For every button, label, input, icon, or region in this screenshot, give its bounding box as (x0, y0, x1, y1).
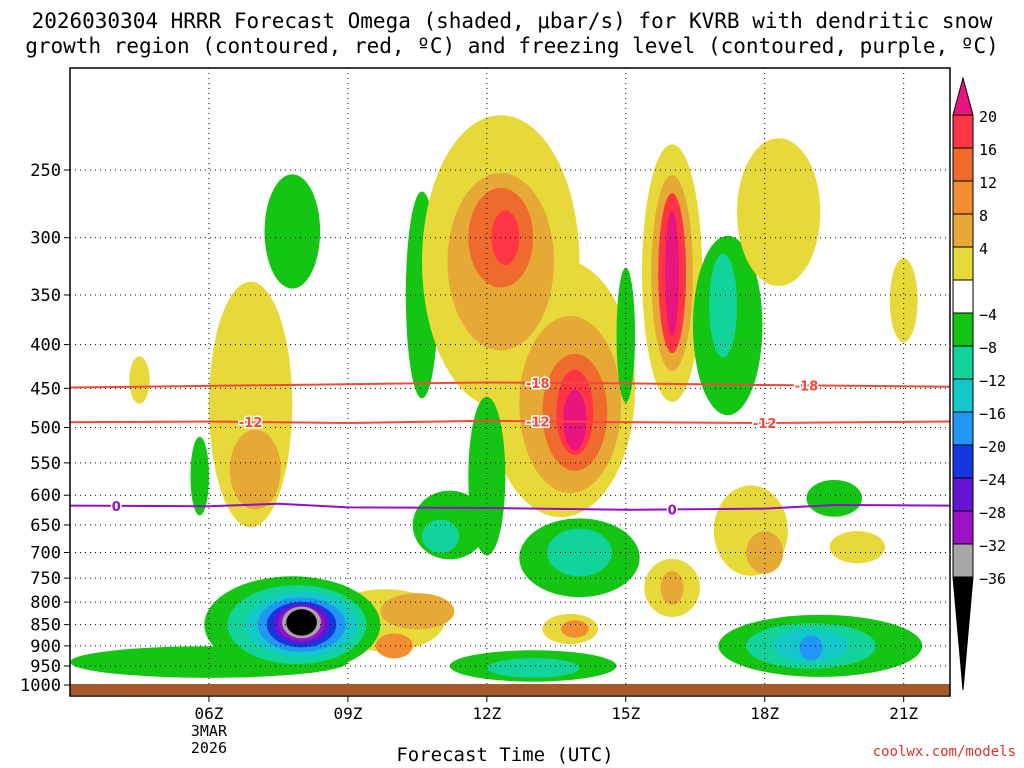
chart-title-line-1: 2026030304 HRRR Forecast Omega (shaded, … (31, 9, 993, 33)
colorbar-label: 20 (979, 108, 997, 126)
y-tick-label: 750 (30, 569, 61, 589)
x-tick-label: 18Z (750, 704, 779, 723)
omega-shade-region (190, 436, 209, 516)
chart-title-line-2: growth region (contoured, red, ºC) and f… (25, 34, 999, 58)
contour-label: 0 (112, 500, 121, 515)
y-tick-label: 250 (30, 161, 61, 181)
y-tick-label: 850 (30, 616, 61, 636)
omega-shade-region (229, 429, 281, 510)
contour-line (70, 419, 950, 425)
colorbar-label: −24 (979, 471, 1006, 489)
omega-shade-region (380, 593, 455, 630)
contour-label: -18 (526, 377, 550, 392)
omega-shade-region (616, 267, 636, 403)
colorbar-segment (952, 477, 974, 512)
colorbar-label: −20 (979, 438, 1006, 456)
contour-label: -12 (239, 416, 263, 431)
colorbar-label: −8 (979, 339, 997, 357)
y-tick-label: 450 (30, 379, 61, 399)
colorbar-segment (952, 213, 974, 248)
colorbar-label: 8 (979, 207, 988, 225)
y-tick-label: 500 (30, 418, 61, 438)
colorbar-segment (952, 576, 974, 691)
y-tick-label: 650 (30, 516, 61, 536)
contour-label: 0 (668, 503, 677, 518)
plot-frame (69, 67, 951, 697)
colorbar-label: −12 (979, 372, 1006, 390)
x-tick-label: 09Z (333, 704, 362, 723)
y-tick-label: 550 (30, 454, 61, 474)
omega-shade-region (560, 620, 589, 638)
colorbar-label: 12 (979, 174, 997, 192)
y-tick-label: 400 (30, 336, 61, 356)
site-credit: coolwx.com/models (872, 744, 1016, 760)
omega-shade-region (422, 519, 460, 553)
colorbar-segment (952, 510, 974, 545)
y-tick-label: 300 (30, 229, 61, 249)
ground-surface (70, 684, 950, 695)
colorbar-label: −32 (979, 537, 1006, 555)
colorbar-segment (952, 279, 974, 314)
omega-shade-region (129, 356, 150, 404)
omega-shade-region (665, 210, 680, 336)
omega-shade-region (709, 253, 737, 358)
colorbar-label: −36 (979, 570, 1006, 588)
contour-label: -12 (526, 415, 550, 430)
omega-shade-region (806, 479, 862, 517)
contour-label: -12 (753, 417, 777, 432)
x-tick-label: 06Z (194, 704, 223, 723)
colorbar-segment (952, 444, 974, 479)
colorbar-segment (952, 114, 974, 149)
omega-shade-region (799, 635, 823, 661)
omega-shade-region (746, 531, 784, 574)
colorbar-segment (952, 543, 974, 578)
omega-shade-region (563, 389, 587, 451)
colorbar-segment (952, 411, 974, 446)
colorbar-segment (952, 246, 974, 281)
x-axis-label: Forecast Time (UTC) (396, 744, 614, 766)
colorbar-segment (952, 345, 974, 380)
y-tick-label: 350 (30, 286, 61, 306)
y-tick-label: 1000 (20, 676, 61, 696)
y-tick-label: 600 (30, 486, 61, 506)
contour-line (70, 502, 950, 511)
x-tick-label: 21Z (889, 704, 918, 723)
y-tick-label: 900 (30, 637, 61, 657)
y-tick-label: 800 (30, 593, 61, 613)
colorbar-label: 4 (979, 240, 988, 258)
omega-shade-region (889, 258, 918, 343)
colorbar-label: −28 (979, 504, 1006, 522)
colorbar-label: −4 (979, 306, 997, 324)
y-tick-label: 950 (30, 657, 61, 677)
colorbar-label: −16 (979, 405, 1006, 423)
colorbar-segment (952, 147, 974, 182)
colorbar-segment (952, 76, 974, 116)
colorbar-segment (952, 378, 974, 413)
omega-shade-region (547, 528, 612, 577)
x-tick-sublabel: 3MAR (191, 722, 228, 740)
contour-line (70, 381, 950, 389)
omega-shade-region (829, 530, 886, 564)
omega-shade-region (264, 174, 321, 289)
colorbar-segment (952, 180, 974, 215)
omega-shade-region (660, 571, 684, 605)
y-tick-label: 700 (30, 544, 61, 564)
x-tick-label: 15Z (611, 704, 640, 723)
x-tick-sublabel: 2026 (191, 739, 227, 757)
omega-shade-region (375, 633, 413, 659)
contour-label: -18 (795, 379, 819, 394)
colorbar-segment (952, 312, 974, 347)
colorbar-label: 16 (979, 141, 997, 159)
omega-shade-region (736, 138, 821, 287)
x-tick-label: 12Z (472, 704, 501, 723)
omega-shade-region (286, 609, 317, 636)
omega-shade-region (486, 658, 580, 678)
